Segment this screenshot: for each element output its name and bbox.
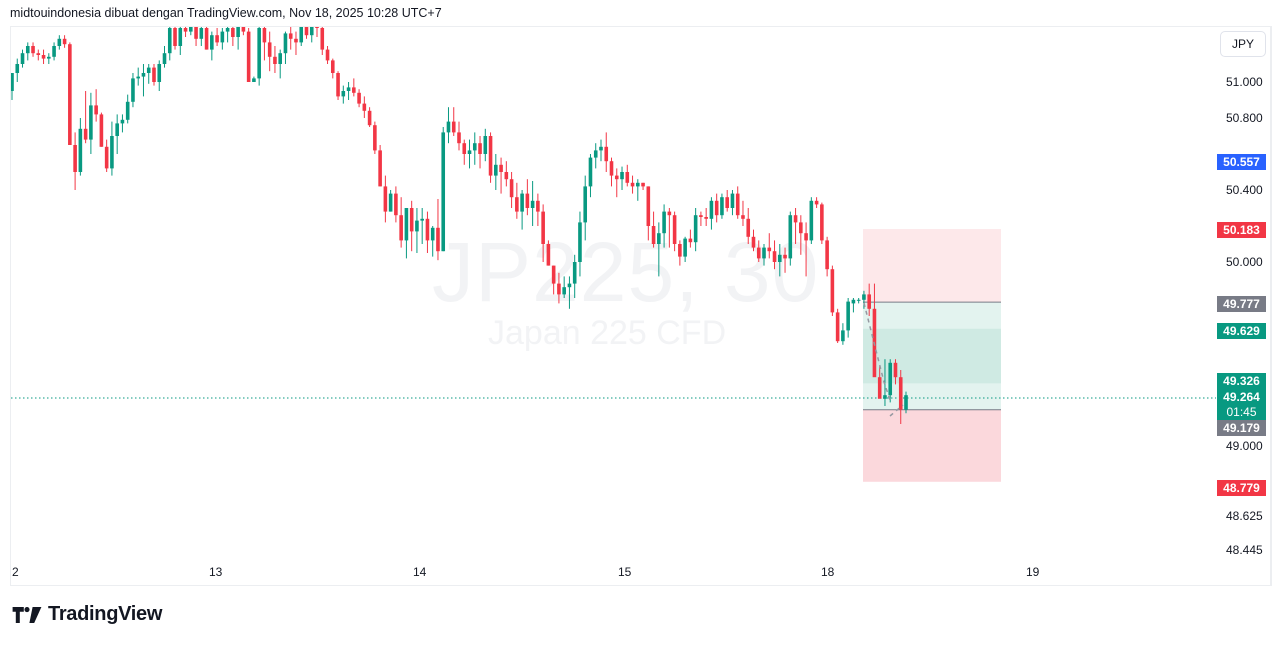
chart-attribution: midtouindonesia dibuat dengan TradingVie… bbox=[10, 6, 442, 20]
time-tick: 2 bbox=[12, 565, 19, 579]
reward-zone-strong bbox=[863, 328, 1001, 384]
price-label-entry: 49.777 bbox=[1217, 296, 1266, 312]
price-tick: 48.445 bbox=[1226, 543, 1263, 557]
price-axis-separator bbox=[1270, 26, 1271, 586]
price-tick: 51.000 bbox=[1226, 75, 1263, 89]
price-label-position-level: 49.179 bbox=[1217, 420, 1266, 436]
risk-zone-lower bbox=[863, 409, 1001, 482]
price-label-target-2: 49.326 bbox=[1217, 373, 1266, 389]
price-tick: 49.000 bbox=[1226, 439, 1263, 453]
price-label-last-price: 49.264 bbox=[1217, 389, 1266, 405]
tradingview-logo-text: TradingView bbox=[48, 603, 163, 625]
tradingview-logo-icon bbox=[12, 606, 42, 623]
price-tick: 50.000 bbox=[1226, 255, 1263, 269]
projection-path bbox=[863, 302, 904, 417]
tradingview-logo[interactable]: TradingView bbox=[12, 603, 162, 626]
price-label-stop-level: 48.779 bbox=[1217, 480, 1266, 496]
currency-button[interactable]: JPY bbox=[1220, 31, 1266, 57]
price-tick: 48.625 bbox=[1226, 509, 1263, 523]
risk-zone-upper bbox=[863, 229, 1001, 303]
symbol-description-watermark: Japan 225 CFD bbox=[488, 314, 727, 352]
time-tick: 13 bbox=[209, 565, 223, 579]
price-label-high-marker: 50.557 bbox=[1217, 154, 1266, 170]
time-tick: 19 bbox=[1026, 565, 1040, 579]
price-label-stop-loss: 50.183 bbox=[1217, 222, 1266, 238]
time-tick: 18 bbox=[821, 565, 835, 579]
price-tick: 50.800 bbox=[1226, 111, 1263, 125]
time-tick: 14 bbox=[413, 565, 427, 579]
price-label-target-1: 49.629 bbox=[1217, 323, 1266, 339]
price-label-bar-countdown: 01:45 bbox=[1217, 404, 1266, 420]
chart-pane[interactable] bbox=[10, 26, 1272, 586]
time-tick: 15 bbox=[618, 565, 632, 579]
price-tick: 50.400 bbox=[1226, 183, 1263, 197]
